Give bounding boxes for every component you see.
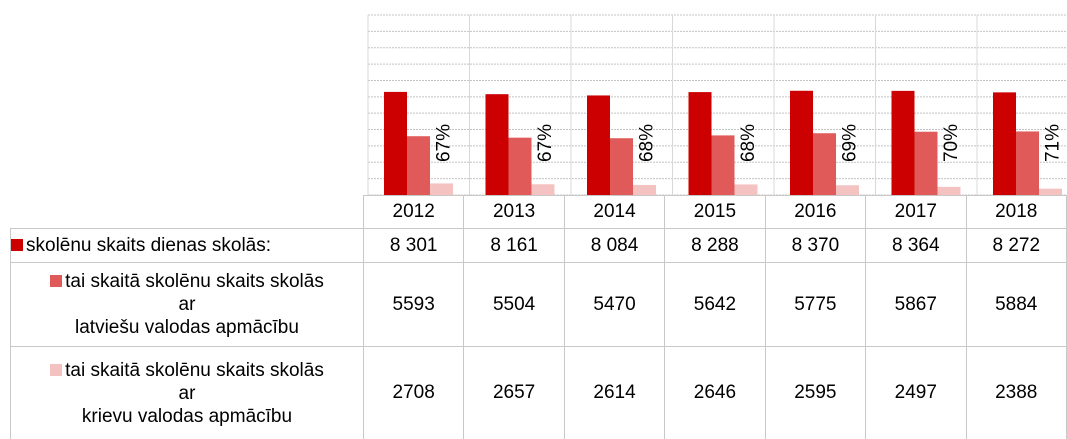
bar [1039, 188, 1062, 195]
table-value: 5867 [865, 262, 967, 347]
data-label: 68% [738, 124, 759, 162]
bar [993, 92, 1016, 195]
bar [790, 90, 813, 195]
x-tick-label: 2012 [362, 195, 465, 229]
table-value: 8 364 [865, 228, 967, 263]
x-tick-label: 2015 [664, 195, 766, 229]
bar [384, 91, 407, 195]
table-value: 2657 [463, 346, 565, 439]
table-value: 8 370 [764, 228, 867, 263]
table-value: 5593 [362, 262, 465, 347]
bar [813, 133, 836, 195]
table-value: 8 301 [362, 228, 465, 263]
bar [633, 184, 656, 195]
data-table: 2012 2013 2014 2015 2016 2017 2018 skolēnu skai… [10, 195, 1067, 439]
bar [531, 184, 555, 195]
table-value: 8 161 [463, 228, 565, 263]
bar [711, 135, 735, 195]
x-tick-label: 2018 [965, 195, 1067, 229]
legend-entry: tai skaitā skolēnu skaits skolās ar krie… [10, 346, 364, 439]
table-value: 2388 [965, 346, 1067, 439]
corner [10, 195, 364, 229]
table-value: 5884 [965, 262, 1067, 347]
table-value: 2614 [563, 346, 666, 439]
table-value: 5470 [563, 262, 666, 347]
table-value: 8 272 [965, 228, 1067, 263]
legend-key [50, 275, 63, 287]
bar [937, 186, 961, 195]
bar [610, 138, 633, 195]
bar [1016, 131, 1039, 195]
bar [587, 95, 610, 195]
legend-label: skolēnu skaits dienas skolās: [26, 235, 272, 256]
legend-key [11, 239, 23, 251]
data-label: 69% [840, 124, 861, 162]
x-tick-label: 2016 [764, 195, 867, 229]
data-label: 71% [1043, 124, 1064, 162]
x-tick-label: 2014 [563, 195, 666, 229]
legend-label: tai skaitā skolēnu skaits skolās ar latv… [65, 271, 324, 338]
bar [485, 94, 509, 195]
bar [430, 183, 453, 195]
table-value: 5504 [463, 262, 565, 347]
bar [891, 90, 915, 195]
table-value: 8 084 [563, 228, 666, 263]
bar [836, 185, 859, 195]
legend-key [50, 363, 63, 376]
bar [734, 184, 758, 195]
legend-entry: skolēnu skaits dienas skolās: [10, 228, 364, 263]
legend-label: tai skaitā skolēnu skaits skolās ar krie… [65, 359, 324, 427]
bar [914, 131, 938, 195]
legend-entry: tai skaitā skolēnu skaits skolās ar latv… [10, 262, 364, 347]
x-tick-label: 2017 [865, 195, 967, 229]
data-label: 67% [535, 124, 556, 162]
table-value: 8 288 [664, 228, 766, 263]
x-tick-label: 2013 [463, 195, 565, 229]
bar [508, 137, 532, 195]
data-label: 67% [434, 124, 455, 162]
data-label: 68% [637, 124, 658, 162]
table-value: 2497 [865, 346, 967, 439]
table-value: 5642 [664, 262, 766, 347]
table-value: 2595 [764, 346, 867, 439]
table-value: 2708 [362, 346, 465, 439]
data-label: 70% [941, 124, 962, 162]
bar [407, 136, 430, 195]
table-value: 2646 [664, 346, 766, 439]
bar [688, 92, 712, 195]
table-value: 5775 [764, 262, 867, 347]
